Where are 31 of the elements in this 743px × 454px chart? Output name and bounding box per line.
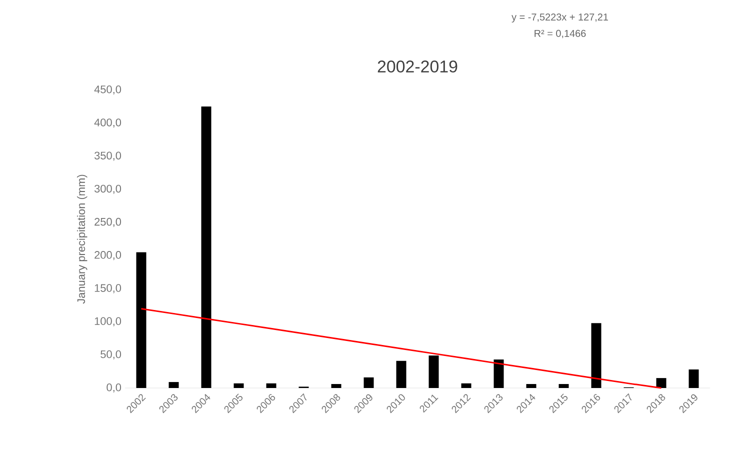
y-tick-label: 400,0 [94, 118, 122, 128]
y-tick-label: 200,0 [94, 251, 122, 260]
bar [428, 356, 439, 388]
y-tick-label: 250,0 [94, 218, 122, 227]
y-tick-label: 100,0 [94, 317, 122, 326]
y-axis-title: January precipitation (mm) [77, 174, 88, 304]
bar [591, 323, 602, 388]
bar [364, 377, 374, 388]
y-tick-label: 350,0 [94, 152, 122, 161]
bar [656, 378, 666, 388]
bar [526, 384, 536, 388]
bar [266, 383, 276, 388]
chart-title: 2002-2019 [378, 60, 458, 73]
bar [234, 383, 244, 388]
bar [688, 369, 699, 388]
y-tick-label: 300,0 [94, 184, 122, 194]
bar [168, 382, 179, 388]
y-tick-label: 0,0 [106, 383, 122, 393]
text: y = -7,5223x + 127,21 [512, 13, 608, 22]
line-series [140, 308, 662, 389]
y-tick-label: 150,0 [94, 284, 122, 294]
bar [136, 252, 146, 388]
bar [494, 360, 504, 388]
bar [461, 383, 472, 388]
bar [396, 360, 406, 388]
bar [201, 106, 212, 388]
y-tick-label: 50,0 [100, 350, 122, 360]
bar [331, 384, 342, 388]
y-tick-label: 450,0 [94, 85, 122, 95]
text: R² = 0,1466 [534, 30, 586, 38]
bar [558, 384, 569, 388]
